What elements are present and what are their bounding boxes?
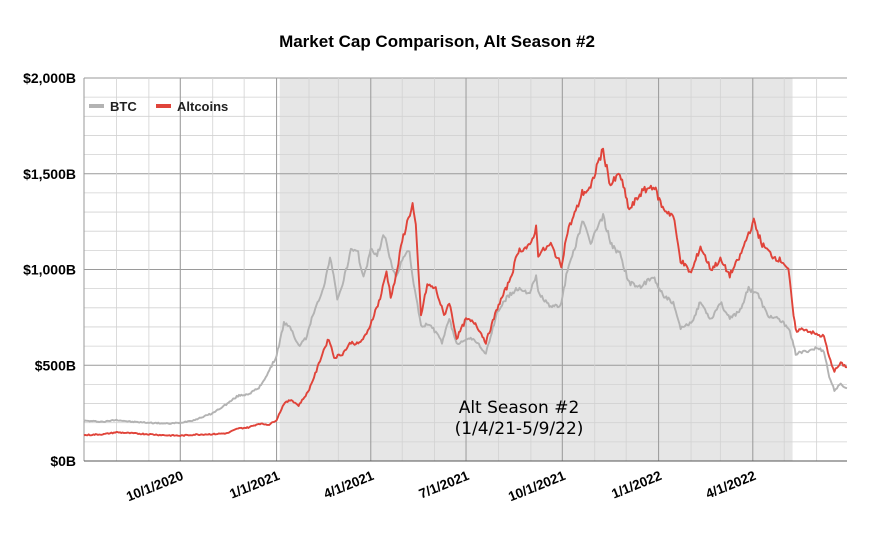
x-tick-label: 10/1/2020 [124, 468, 185, 504]
alt-season-annotation-line1: Alt Season #2 [459, 398, 580, 418]
x-tick-label: 1/1/2022 [609, 468, 663, 502]
x-tick-label: 1/1/2021 [227, 468, 282, 502]
y-tick-label: $0B [50, 453, 76, 469]
x-tick-label: 4/1/2022 [704, 468, 758, 502]
series-line-btc [83, 212, 848, 425]
x-axis-tick-labels: 10/1/2020 1/1/2021 4/1/2021 7/1/2021 10/1/20… [124, 468, 758, 505]
series-line-altcoins [83, 147, 847, 437]
legend-label-btc: BTC [110, 99, 137, 114]
y-tick-label: $1,000B [23, 262, 76, 278]
x-tick-label: 4/1/2021 [322, 468, 377, 502]
alt-season-annotation-line2: (1/4/21-5/9/22) [455, 419, 584, 439]
legend-label-altcoins: Altcoins [177, 99, 228, 114]
y-tick-label: $1,500B [23, 166, 76, 182]
gridlines [83, 77, 847, 462]
y-axis-tick-labels: $0B $500B $1,000B $1,500B $2,000B [23, 70, 76, 469]
chart-title: Market Cap Comparison, Alt Season #2 [279, 32, 595, 51]
x-tick-label: 7/1/2021 [417, 468, 472, 502]
x-tick-label: 10/1/2021 [506, 468, 568, 505]
series-lines [83, 147, 848, 437]
y-tick-label: $500B [35, 357, 76, 373]
y-tick-label: $2,000B [23, 70, 76, 86]
legend: BTC Altcoins [89, 99, 228, 114]
